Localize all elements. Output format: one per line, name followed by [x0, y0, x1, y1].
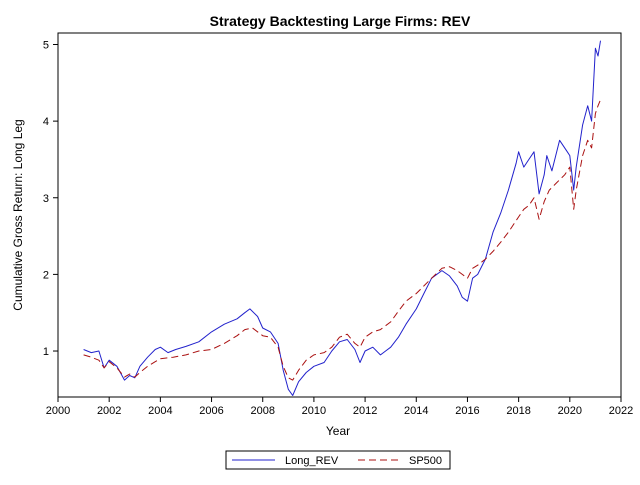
y-axis-label: Cumulative Gross Return: Long Leg [11, 119, 25, 310]
x-tick-label: 2012 [353, 405, 377, 417]
legend: Long_REV SP500 [225, 450, 451, 470]
x-tick-label: 2002 [97, 405, 121, 417]
legend-box [225, 450, 451, 470]
x-tick-label: 2008 [250, 405, 274, 417]
y-tick-label: 4 [43, 116, 49, 128]
y-tick-label: 5 [43, 39, 49, 51]
legend-label-long-rev: Long_REV [285, 455, 339, 467]
x-tick-label: 2016 [455, 405, 479, 417]
x-tick-label: 2018 [506, 405, 530, 417]
legend-label-sp500: SP500 [409, 455, 442, 467]
x-tick-label: 2000 [46, 405, 70, 417]
x-tick-label: 2020 [558, 405, 582, 417]
x-tick-label: 2006 [199, 405, 223, 417]
x-tick-label: 2014 [404, 405, 428, 417]
y-tick-label: 1 [43, 346, 49, 358]
series-layer [83, 40, 601, 396]
x-tick-label: 2022 [609, 405, 633, 417]
x-tick-label: 2004 [148, 405, 172, 417]
x-tick-label: 2010 [302, 405, 326, 417]
chart-title: Strategy Backtesting Large Firms: REV [210, 13, 471, 29]
series-line-sp500 [83, 99, 601, 381]
plot-area-frame [57, 32, 622, 398]
x-axis-label: Year [326, 424, 350, 438]
y-tick-label: 2 [43, 269, 49, 281]
series-line-long-rev [83, 40, 601, 396]
y-axis: 1 2 3 4 5 [43, 39, 58, 358]
y-tick-label: 3 [43, 193, 49, 205]
x-axis: 2000 2002 2004 2006 2008 2010 2012 2014 2016 2018… [46, 397, 633, 417]
